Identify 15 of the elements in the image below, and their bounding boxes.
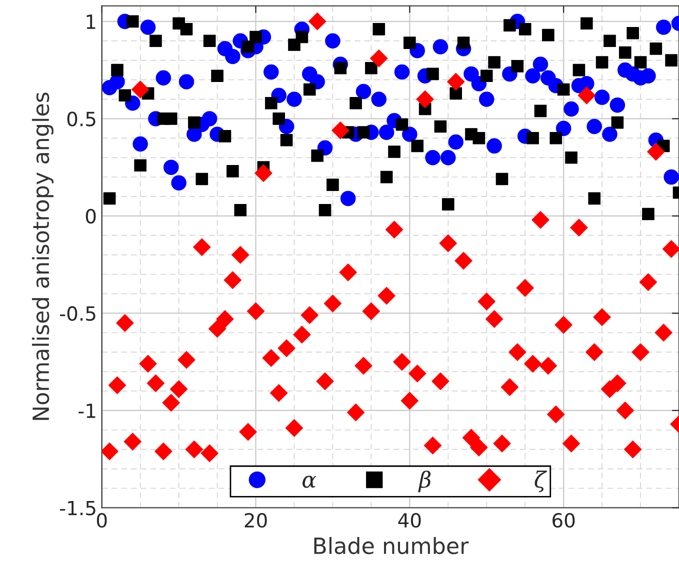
x-tick-label: 40 xyxy=(398,512,421,528)
y-axis-title: Normalised anisotropy angles xyxy=(32,92,54,420)
y-tick-label: 0.5 xyxy=(67,112,96,126)
y-tick-label: 1 xyxy=(86,14,96,29)
x-tick-label: 60 xyxy=(552,512,575,528)
x-tick-label: 0 xyxy=(96,512,107,528)
legend-label: ζ xyxy=(534,470,548,492)
y-tick-label: -0.5 xyxy=(60,306,96,321)
y-tick-label: 0 xyxy=(86,208,96,224)
legend-label: β xyxy=(418,470,431,492)
x-tick-label: 20 xyxy=(244,512,267,528)
y-tick-label: -1 xyxy=(78,404,96,418)
x-axis-title: Blade number xyxy=(314,536,469,554)
legend-label: α xyxy=(302,476,316,488)
y-tick-label: -1.5 xyxy=(60,500,96,516)
